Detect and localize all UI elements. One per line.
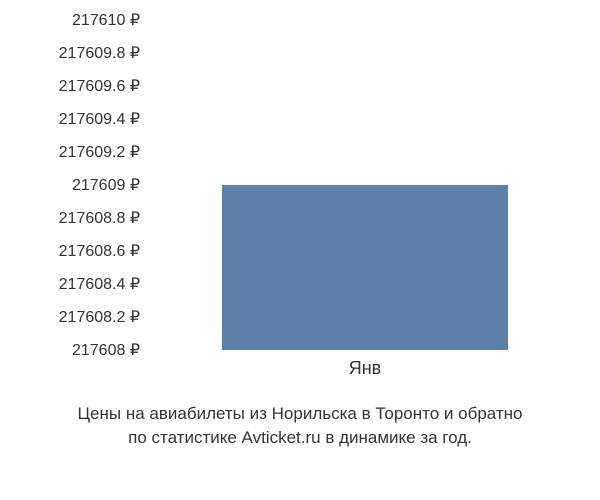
y-tick-label: 217609 ₽: [0, 175, 140, 195]
x-tick-label: Янв: [349, 358, 382, 379]
bar: [222, 185, 508, 350]
caption-line-1: Цены на авиабилеты из Норильска в Торонт…: [0, 402, 600, 426]
plot-area: [155, 20, 575, 350]
y-tick-label: 217609.6 ₽: [0, 76, 140, 96]
y-axis: 217610 ₽217609.8 ₽217609.6 ₽217609.4 ₽21…: [0, 20, 150, 350]
y-tick-label: 217608.2 ₽: [0, 307, 140, 327]
y-tick-label: 217608.8 ₽: [0, 208, 140, 228]
chart-caption: Цены на авиабилеты из Норильска в Торонт…: [0, 402, 600, 450]
y-tick-label: 217609.8 ₽: [0, 43, 140, 63]
chart-container: 217610 ₽217609.8 ₽217609.6 ₽217609.4 ₽21…: [0, 20, 600, 370]
y-tick-label: 217608.6 ₽: [0, 241, 140, 261]
y-tick-label: 217609.2 ₽: [0, 142, 140, 162]
y-tick-label: 217610 ₽: [0, 10, 140, 30]
y-tick-label: 217608.4 ₽: [0, 274, 140, 294]
x-axis: Янв: [155, 358, 575, 388]
caption-line-2: по статистике Avticket.ru в динамике за …: [0, 426, 600, 450]
y-tick-label: 217608 ₽: [0, 340, 140, 360]
y-tick-label: 217609.4 ₽: [0, 109, 140, 129]
